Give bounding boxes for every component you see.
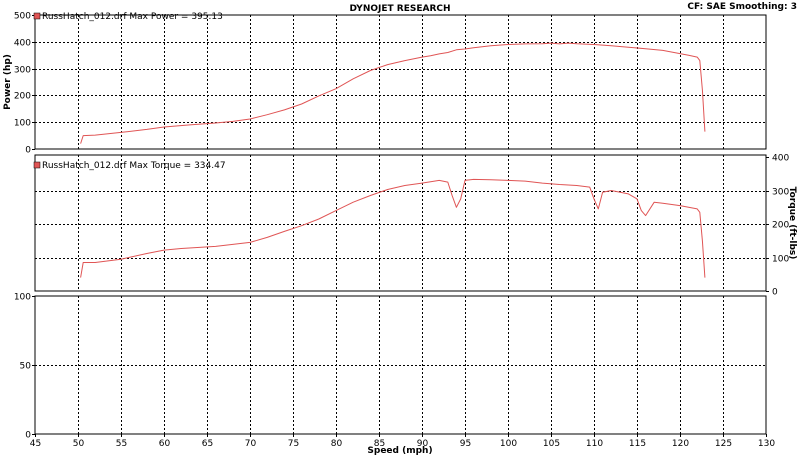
y-tick-label: 0 (25, 146, 31, 156)
x-tick-label: 120 (672, 439, 689, 449)
y-axis-label: Power (hp) (3, 54, 13, 110)
x-tick-label: 125 (715, 439, 732, 449)
x-tick-label: 110 (586, 439, 603, 449)
x-tick-label: 80 (331, 439, 343, 449)
x-tick-label: 85 (374, 439, 385, 449)
x-tick-label: 105 (543, 439, 560, 449)
y-tick-label: 50 (20, 362, 32, 372)
y-tick-label: 0 (25, 431, 31, 441)
y-tick-label: 300 (14, 66, 31, 76)
chart-header-title: DYNOJET RESEARCH (349, 4, 450, 14)
x-tick-label: 50 (73, 439, 85, 449)
legend-swatch (33, 161, 41, 169)
panel-frame (34, 14, 767, 150)
y-tick-label: 100 (14, 119, 31, 129)
x-tick-label: 75 (288, 439, 299, 449)
panel-frame (34, 154, 767, 292)
x-tick-label: 60 (159, 439, 171, 449)
x-tick-label: 100 (500, 439, 517, 449)
y-tick-label: 300 (772, 188, 789, 198)
blank-panel: 0 50 100 45 50 55 60 65 70 75 80 85 90 95 100 105 110 115… (14, 293, 776, 455)
x-tick-label: 115 (629, 439, 646, 449)
torque-panel: 0 100 200 300 400 Torque (ft-lbs) RussHatch_01… (33, 154, 797, 298)
legend-swatch (33, 12, 41, 20)
x-tick-label: 70 (245, 439, 257, 449)
torque-series-line (80, 178, 706, 278)
y-axis-label: Torque (ft-lbs) (787, 187, 797, 260)
y-tick-label: 200 (14, 92, 31, 102)
y-tick-label: 500 (14, 12, 31, 22)
x-axis-label: Speed (mph) (367, 446, 432, 455)
x-tick-label: 55 (116, 439, 127, 449)
y-tick-label: 400 (772, 154, 789, 164)
x-tick-label: 45 (30, 439, 41, 449)
power-panel: 0 100 200 300 400 500 Power (hp) RussHatch_012.… (3, 12, 767, 156)
x-tick-label: 65 (202, 439, 213, 449)
x-tick-label: 95 (460, 439, 471, 449)
y-tick-label: 100 (14, 293, 31, 303)
x-tick-label: 130 (758, 439, 775, 449)
y-tick-label: 400 (14, 39, 31, 49)
x-tick-label: 90 (417, 439, 429, 449)
y-tick-label: 100 (772, 255, 789, 265)
legend-entry: RussHatch_012.drf Max Torque = 334.47 (42, 161, 226, 171)
chart-header-settings: CF: SAE Smoothing: 3 (687, 2, 797, 12)
legend-entry: RussHatch_012.drf Max Power = 395.13 (42, 12, 223, 22)
power-series-line (80, 42, 706, 144)
y-tick-label: 0 (772, 288, 778, 298)
y-tick-label: 200 (772, 221, 789, 231)
